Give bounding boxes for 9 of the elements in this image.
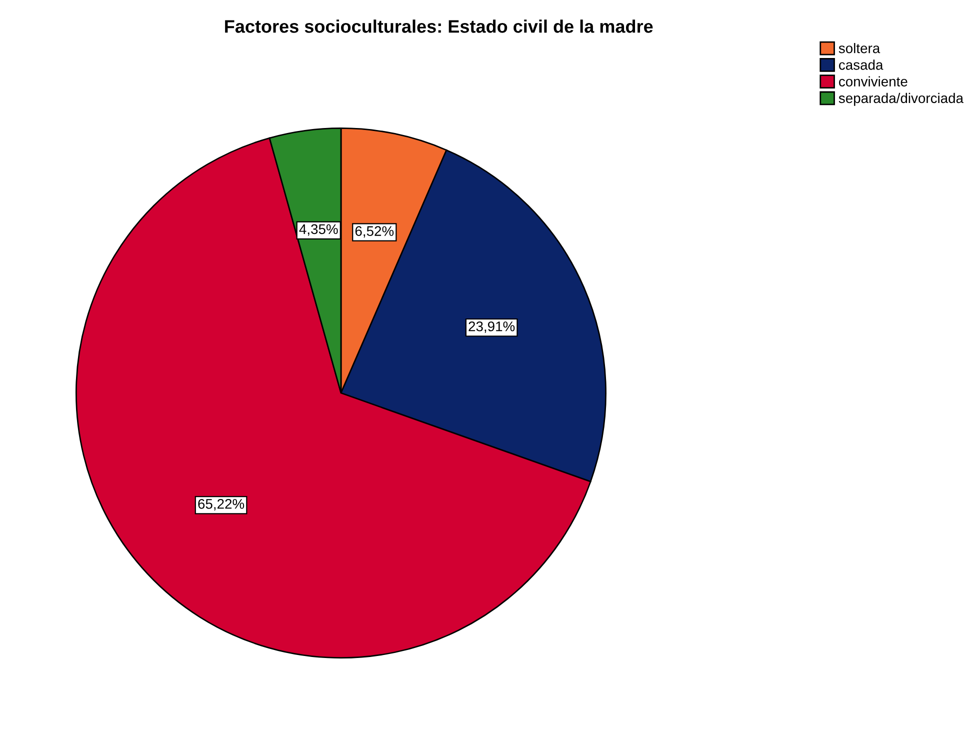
legend-label: separada/divorciada [838, 92, 964, 106]
data-label: 4,35% [299, 224, 338, 236]
data-label: 6,52% [355, 226, 394, 238]
legend-label: casada [839, 60, 884, 70]
data-label: 65,22% [198, 498, 244, 510]
data-label: 23,91% [468, 321, 515, 333]
legend-label: conviviente [839, 76, 908, 86]
chart-title: Factores socioculturales: Estado civil de la madre [225, 20, 653, 33]
legend-label: soltera [838, 43, 880, 54]
